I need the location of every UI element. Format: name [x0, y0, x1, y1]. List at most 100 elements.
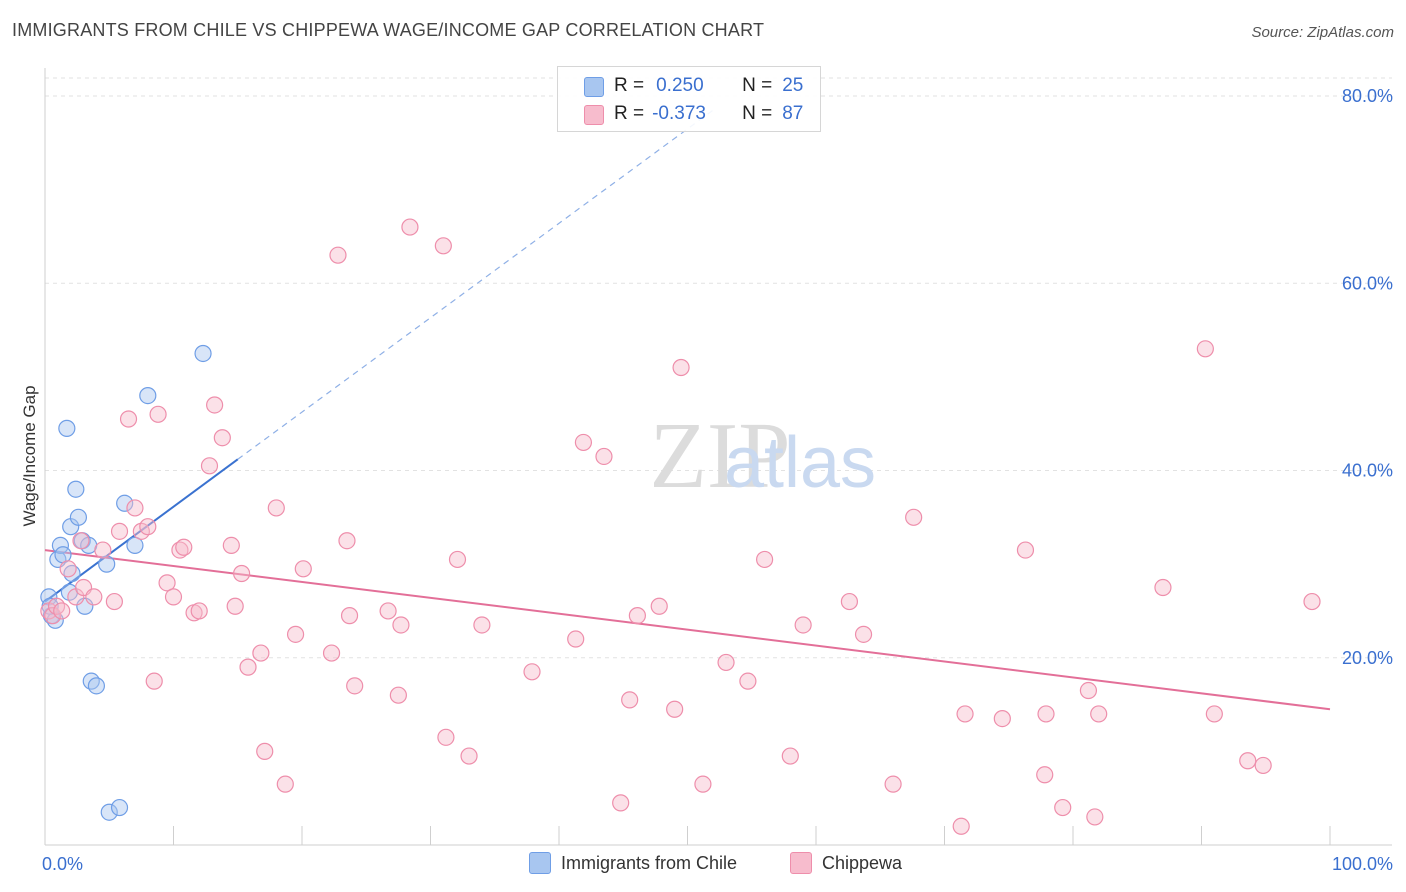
- legend-item-chippewa: Chippewa: [790, 852, 902, 874]
- point-chippewa: [650, 597, 668, 615]
- point-chippewa: [126, 499, 144, 517]
- trend-line-chippewa: [44, 549, 1331, 711]
- point-chile: [82, 672, 100, 690]
- stat-n-label: N =: [742, 75, 773, 96]
- point-chippewa: [149, 405, 167, 423]
- stat-r-label: R =: [614, 75, 645, 96]
- y-tick-label: 40.0%: [1342, 461, 1393, 481]
- point-chippewa: [47, 597, 66, 615]
- point-chile: [116, 494, 134, 512]
- point-chippewa: [781, 747, 799, 765]
- point-chippewa: [628, 607, 646, 625]
- stat-r-value: 0.250: [656, 75, 704, 96]
- point-chippewa: [884, 775, 902, 793]
- point-chippewa: [252, 644, 270, 662]
- watermark-zip-text: ZIP: [650, 404, 791, 508]
- point-chippewa: [1086, 808, 1104, 826]
- point-chile: [126, 536, 144, 555]
- point-chippewa: [1303, 592, 1321, 611]
- point-chippewa: [53, 602, 71, 620]
- point-chippewa: [139, 518, 157, 536]
- point-chippewa: [267, 499, 285, 517]
- watermark-zip: ZIP: [650, 404, 791, 508]
- point-chippewa: [595, 447, 613, 466]
- point-chippewa: [392, 616, 410, 634]
- point-chippewa: [338, 532, 356, 550]
- point-chippewa: [59, 560, 77, 578]
- point-chippewa: [294, 560, 312, 578]
- point-chippewa: [145, 672, 163, 690]
- legend-swatch-chippewa: [790, 852, 812, 874]
- legend: Immigrants from Chile Chippewa: [0, 852, 1406, 878]
- point-chile: [58, 419, 76, 437]
- point-chippewa: [666, 700, 684, 718]
- point-chippewa: [206, 396, 224, 414]
- point-chippewa: [1037, 705, 1055, 723]
- data-points: [40, 218, 1321, 835]
- point-chippewa: [993, 710, 1011, 728]
- point-chippewa: [854, 625, 873, 643]
- point-chippewa: [379, 602, 397, 620]
- point-chile: [69, 508, 88, 526]
- point-chippewa: [256, 742, 274, 760]
- point-chile: [98, 555, 116, 573]
- y-tick-label: 60.0%: [1342, 273, 1393, 293]
- point-chippewa: [1016, 541, 1035, 559]
- point-chile: [139, 387, 157, 405]
- point-chippewa: [1196, 340, 1214, 358]
- point-chippewa: [523, 663, 541, 681]
- point-chippewa: [164, 588, 183, 606]
- point-chippewa: [222, 536, 240, 555]
- point-chippewa: [952, 817, 970, 835]
- point-chippewa: [437, 728, 455, 746]
- point-chippewa: [956, 705, 974, 723]
- point-chippewa: [717, 653, 735, 672]
- point-chippewa: [905, 508, 923, 526]
- point-chippewa: [739, 672, 757, 690]
- point-chippewa: [226, 597, 244, 615]
- point-chile: [100, 803, 118, 821]
- point-chippewa: [1090, 705, 1108, 723]
- stat-n-value: 87: [782, 103, 804, 124]
- point-chippewa: [200, 457, 219, 475]
- y-tick-label: 20.0%: [1342, 648, 1393, 668]
- legend-label-chippewa: Chippewa: [822, 852, 903, 873]
- point-chippewa: [755, 550, 774, 569]
- chippewa-swatch: [584, 105, 604, 125]
- point-chippewa: [460, 747, 478, 765]
- point-chippewa: [213, 429, 231, 447]
- point-chippewa: [448, 550, 467, 569]
- point-chippewa: [1239, 752, 1257, 770]
- tick-labels: 20.0% 40.0% 60.0% 80.0% 0.0% 100.0%: [42, 86, 1393, 874]
- point-chippewa: [473, 616, 491, 634]
- point-chippewa: [329, 246, 347, 264]
- point-chippewa: [612, 794, 630, 812]
- point-chippewa: [175, 538, 193, 556]
- point-chippewa: [105, 592, 123, 611]
- legend-item-chile: Immigrants from Chile: [529, 852, 737, 874]
- point-chippewa: [340, 607, 359, 625]
- point-chippewa: [286, 625, 305, 643]
- point-chippewa: [72, 532, 90, 550]
- x-tick-label-start: 0.0%: [42, 854, 83, 874]
- point-chile: [76, 597, 94, 615]
- chart-title: IMMIGRANTS FROM CHILE VS CHIPPEWA WAGE/I…: [12, 20, 765, 40]
- point-chippewa: [401, 218, 419, 236]
- point-chippewa: [574, 433, 593, 452]
- y-tick-label: 80.0%: [1342, 86, 1393, 106]
- point-chippewa: [233, 564, 251, 583]
- point-chippewa: [389, 686, 407, 704]
- point-chippewa: [1254, 756, 1272, 775]
- legend-swatch-chile: [529, 852, 551, 874]
- stats-row-chile: R = 0.250 N = 25: [584, 73, 803, 99]
- point-chippewa: [621, 691, 639, 709]
- stat-n-value: 25: [782, 75, 804, 96]
- point-chippewa: [1205, 705, 1223, 723]
- point-chippewa: [276, 775, 294, 793]
- point-chippewa: [158, 574, 176, 592]
- point-chile: [67, 480, 85, 498]
- point-chippewa: [567, 630, 585, 648]
- point-chippewa: [1054, 798, 1072, 817]
- watermark-atlas: atlas: [724, 423, 876, 503]
